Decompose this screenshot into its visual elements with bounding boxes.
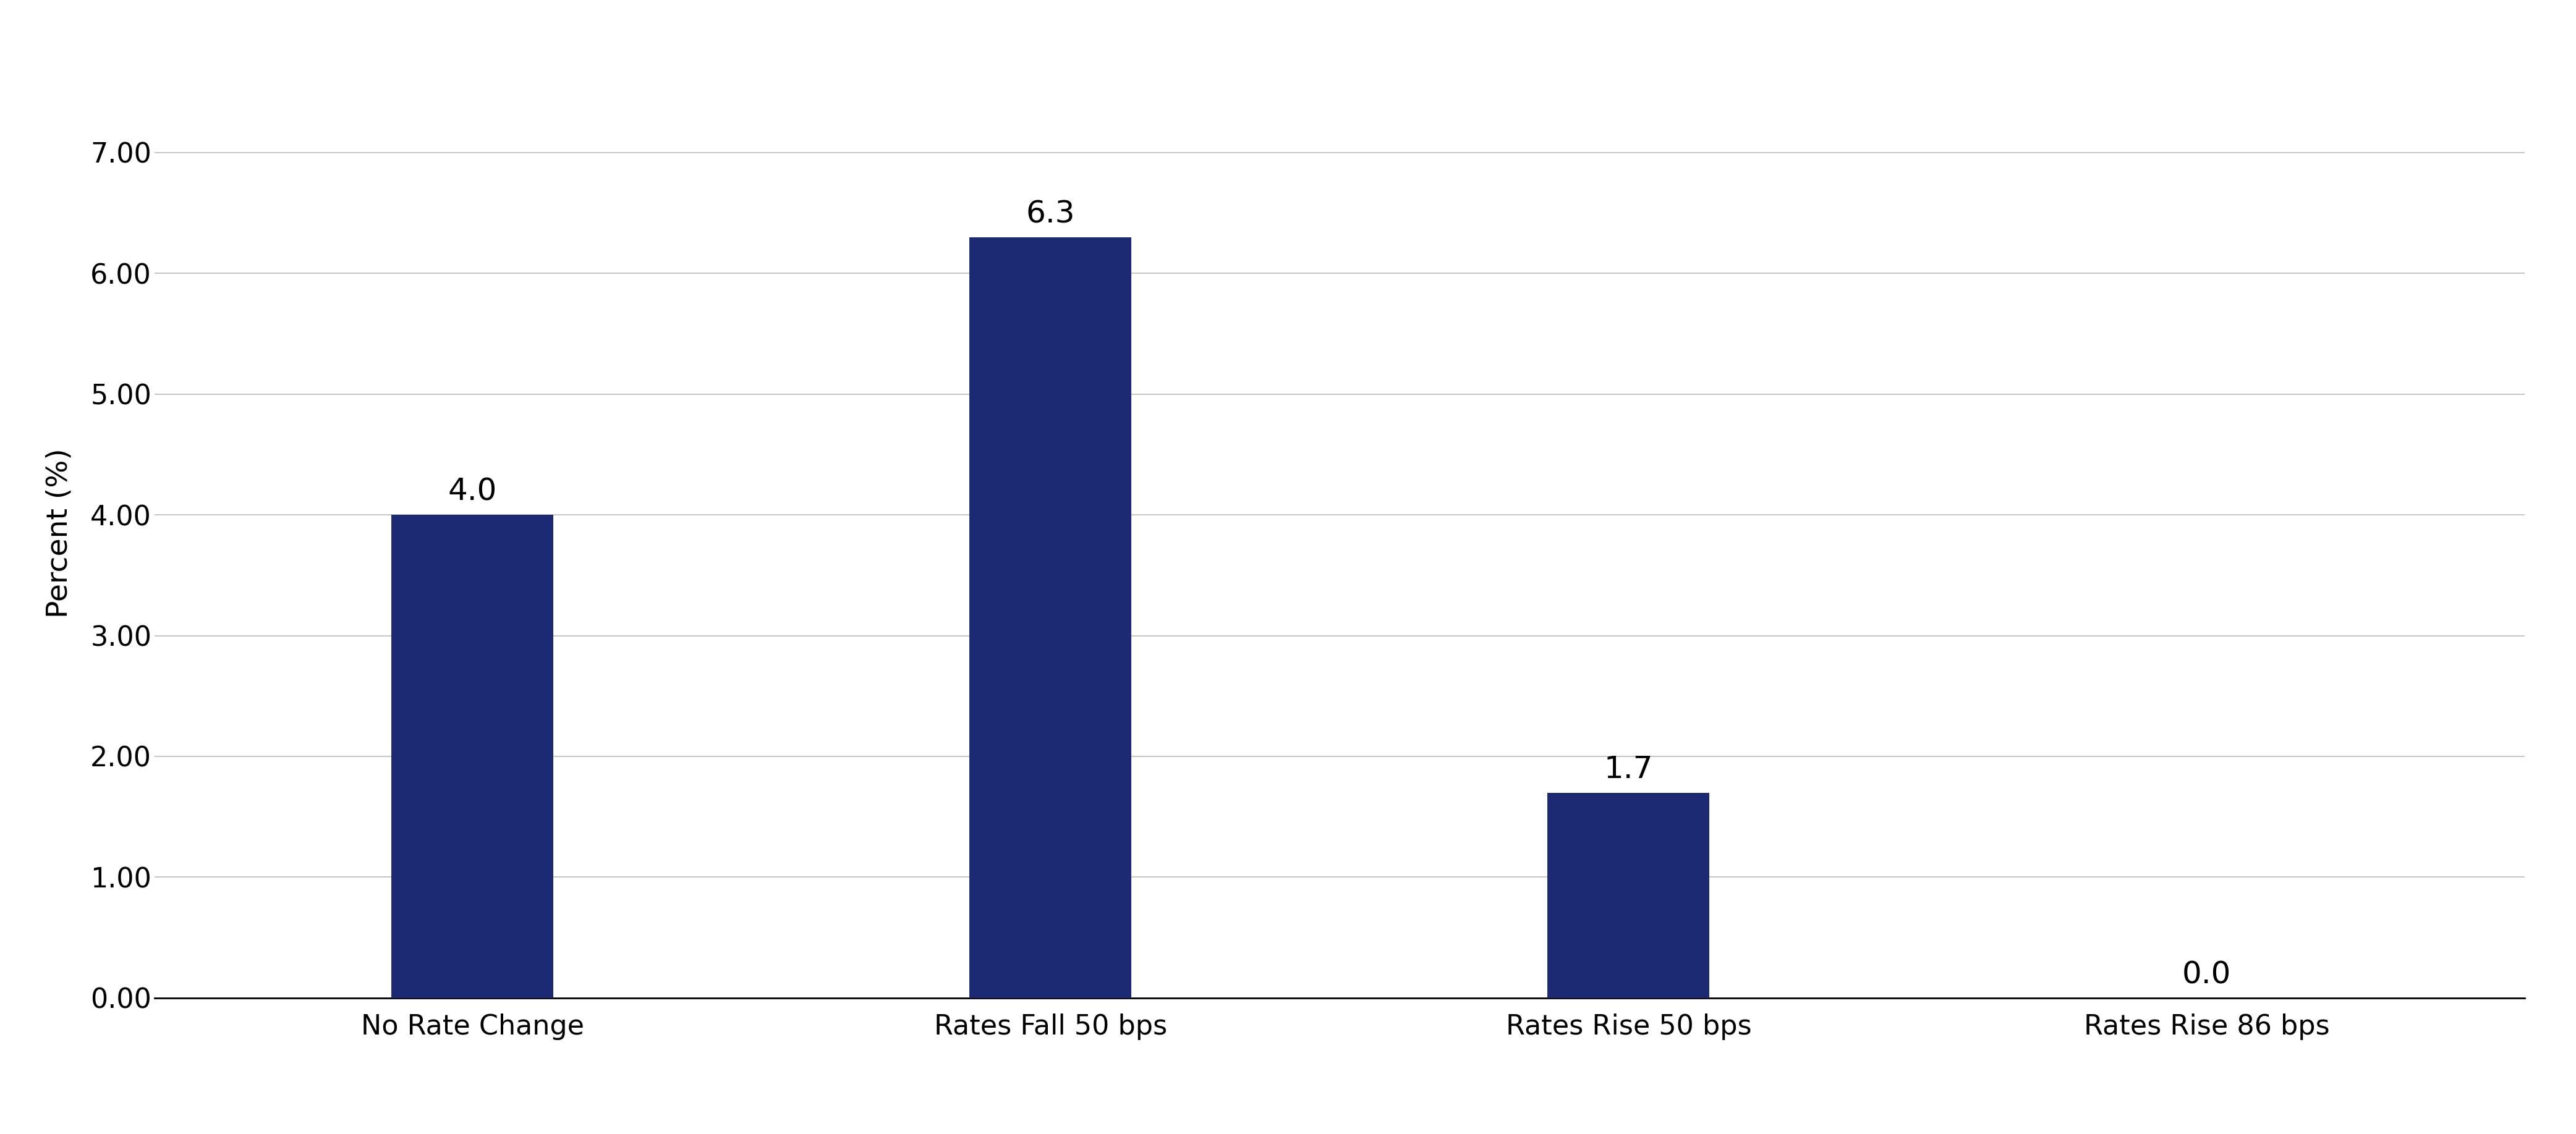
Text: 0.0: 0.0 — [2182, 959, 2231, 990]
Y-axis label: Percent (%): Percent (%) — [46, 448, 72, 618]
Bar — [392, 515, 554, 998]
Text: 4.0: 4.0 — [448, 476, 497, 507]
Text: 1.7: 1.7 — [1605, 754, 1654, 785]
Bar — [1548, 793, 1710, 998]
Bar — [969, 237, 1131, 998]
Text: 6.3: 6.3 — [1025, 198, 1074, 229]
